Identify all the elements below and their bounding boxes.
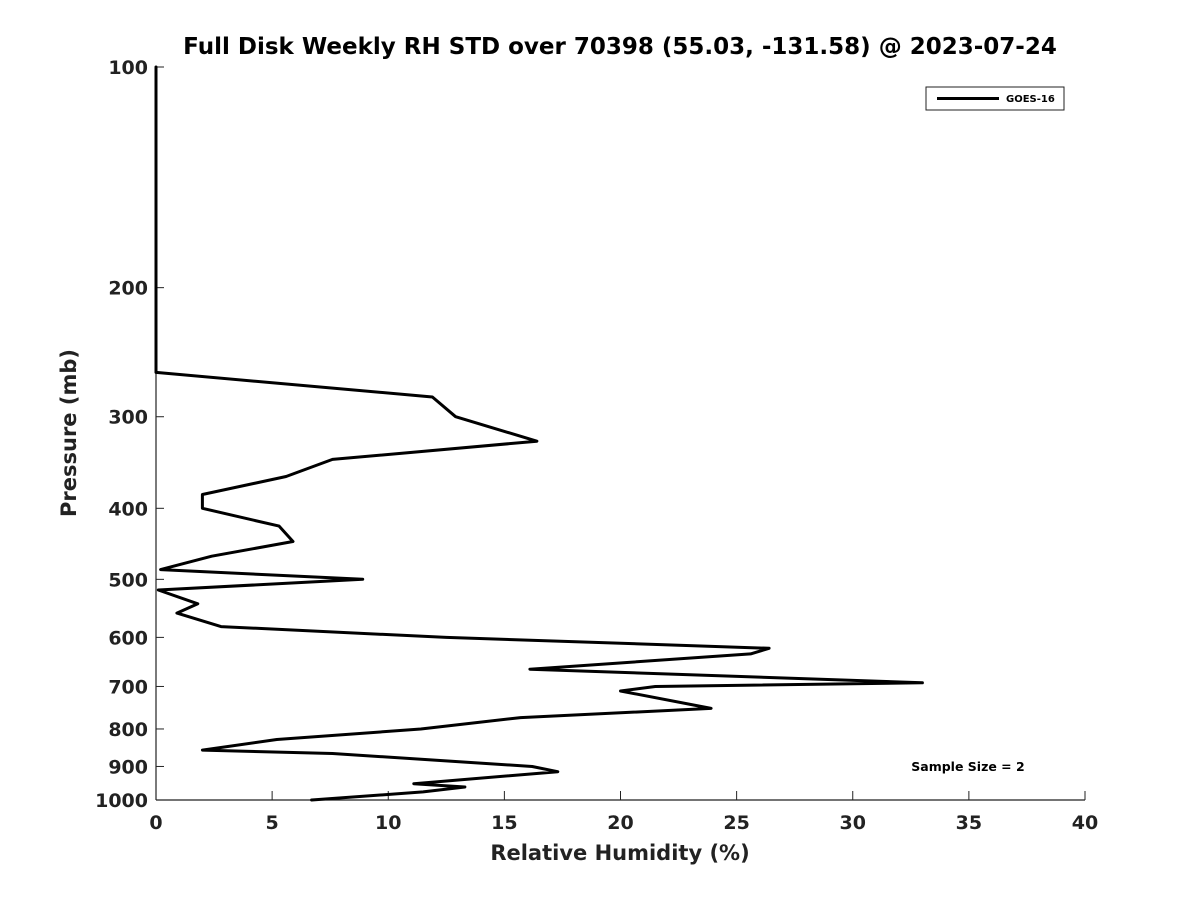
x-tick-label: 5 — [266, 812, 279, 834]
y-tick-label: 700 — [108, 676, 148, 698]
x-tick-label: 35 — [956, 812, 982, 834]
series-layer — [154, 65, 924, 802]
sample-size-annotation: Sample Size = 2 — [911, 759, 1024, 774]
y-axis-ticks: 100 200 300 400 500 600 700 800 900 1000 — [95, 57, 164, 812]
x-tick-label: 15 — [491, 812, 517, 834]
chart-title: Full Disk Weekly RH STD over 70398 (55.0… — [183, 34, 1057, 60]
y-tick-label: 100 — [108, 57, 148, 79]
y-axis-label: Pressure (mb) — [57, 349, 81, 517]
y-tick-label: 500 — [108, 569, 148, 591]
x-tick-label: 25 — [723, 812, 749, 834]
x-axis-label: Relative Humidity (%) — [490, 841, 749, 865]
legend: GOES-16 — [925, 86, 1065, 111]
series-line-goes-16 — [154, 65, 924, 802]
x-axis-ticks: 0 5 10 15 20 25 30 35 40 — [149, 791, 1098, 834]
y-tick-label: 300 — [108, 407, 148, 429]
legend-entry-goes-16: GOES-16 — [1006, 94, 1055, 105]
y-tick-label: 600 — [108, 627, 148, 649]
x-tick-label: 0 — [149, 812, 162, 834]
x-tick-label: 30 — [840, 812, 866, 834]
x-tick-label: 20 — [607, 812, 633, 834]
y-tick-label: 900 — [108, 756, 148, 778]
y-tick-label: 800 — [108, 719, 148, 741]
y-tick-label: 400 — [108, 498, 148, 520]
x-tick-label: 10 — [375, 812, 401, 834]
y-tick-label: 200 — [108, 278, 148, 300]
x-tick-label: 40 — [1072, 812, 1098, 834]
y-tick-label: 1000 — [95, 790, 148, 812]
